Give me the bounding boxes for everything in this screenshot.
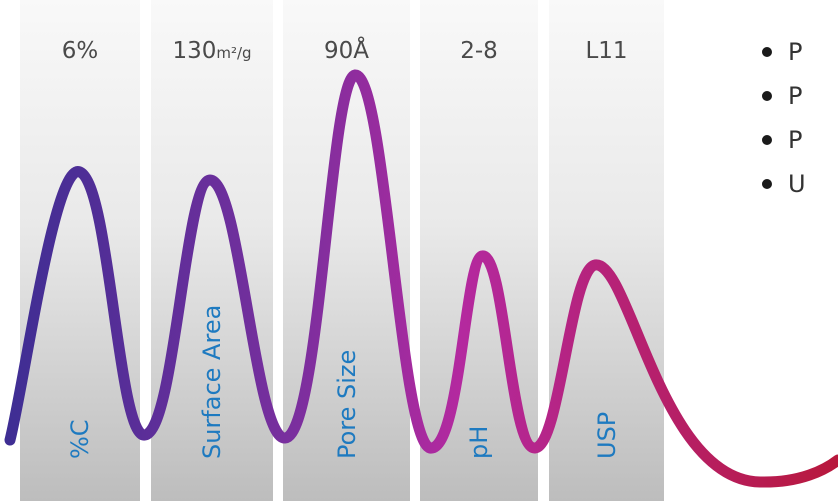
column-value: 2-8	[460, 38, 498, 64]
bullet-dot-icon	[762, 179, 772, 189]
list-item: P	[760, 118, 806, 162]
column-ph: 2-8 pH	[420, 0, 538, 501]
column-value: 130m²/g	[172, 38, 252, 64]
feature-bullet-list: P P P U	[760, 10, 806, 206]
bullet-dot-icon	[762, 135, 772, 145]
column-value: 6%	[61, 38, 99, 64]
list-item: P	[760, 74, 806, 118]
bullet-dot-icon	[762, 47, 772, 57]
column-value: 90Å	[323, 38, 369, 64]
column-carbon: 6% %C	[20, 0, 140, 501]
column-value: L11	[585, 38, 628, 64]
column-surface-area: 130m²/g Surface Area	[151, 0, 273, 501]
list-item: U	[760, 162, 806, 206]
list-item: P	[760, 30, 806, 74]
column-usp: L11 USP	[549, 0, 664, 501]
bullet-dot-icon	[762, 91, 772, 101]
wave-path	[4, 69, 838, 488]
